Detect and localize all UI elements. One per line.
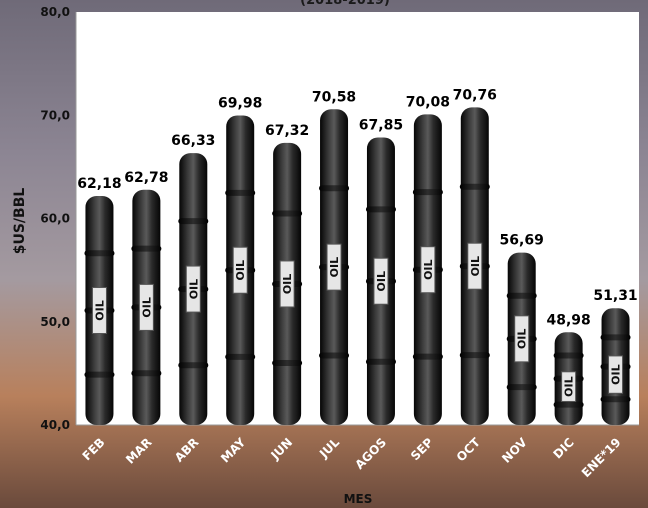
value-label: 62,78 (124, 170, 168, 186)
bar: OIL (84, 195, 115, 425)
y-axis-title: $US/BBL (12, 188, 28, 255)
category-label: AGOS (352, 435, 389, 472)
bar: OIL (272, 142, 303, 425)
bar: OIL (600, 308, 631, 425)
category-label: FEB (80, 435, 108, 463)
bar: OIL (506, 252, 537, 425)
y-tick-label: 40,0 (40, 418, 70, 432)
svg-text:OIL: OIL (422, 259, 435, 279)
value-label: 70,08 (406, 94, 450, 110)
bar: OIL (553, 332, 584, 425)
category-label: OCT (454, 435, 484, 465)
svg-text:OIL: OIL (328, 257, 341, 277)
bar: OIL (178, 153, 209, 425)
bar: OIL (459, 107, 490, 425)
x-axis-title: MES (344, 492, 373, 506)
value-label: 67,85 (359, 117, 403, 133)
value-label: 62,18 (77, 176, 121, 192)
bar: OIL (131, 189, 162, 425)
category-label: ABR (172, 435, 201, 464)
svg-text:OIL: OIL (281, 274, 294, 294)
plot-area (76, 12, 639, 425)
bars: OIL OIL OIL OIL OIL OIL OIL OIL OIL OIL OIL OIL (84, 107, 631, 426)
category-label: DIC (550, 435, 576, 461)
y-tick-label: 80,0 (40, 5, 70, 19)
value-label: 66,33 (171, 133, 215, 149)
value-label: 70,76 (453, 87, 497, 103)
category-label: SEP (408, 435, 436, 463)
category-label: MAY (218, 435, 248, 465)
bar: OIL (319, 109, 350, 425)
svg-text:OIL: OIL (469, 256, 482, 276)
value-label: 51,31 (593, 288, 637, 304)
category-label: JUN (267, 435, 295, 463)
y-tick-label: 70,0 (40, 108, 70, 122)
svg-text:OIL: OIL (563, 376, 576, 396)
value-label: 67,32 (265, 123, 309, 139)
value-label: 48,98 (546, 312, 590, 328)
category-label: JUL (316, 435, 342, 461)
svg-text:OIL: OIL (375, 271, 388, 291)
bar: OIL (412, 114, 443, 425)
y-tick-labels: 40,0 50,0 60,0 70,0 80,0 (40, 5, 70, 432)
value-label: 69,98 (218, 95, 262, 111)
svg-text:OIL: OIL (234, 260, 247, 280)
category-label: ENE*19 (579, 435, 624, 480)
svg-text:OIL: OIL (93, 300, 106, 320)
svg-text:OIL: OIL (516, 329, 529, 349)
category-labels: FEB MAR ABR MAY JUN JUL AGOS SEP OCT NOV DIC ENE*19 (80, 435, 624, 480)
category-label: NOV (499, 435, 530, 466)
chart-title: (2018-2019) (300, 0, 390, 8)
bar: OIL (365, 137, 396, 426)
y-tick-label: 60,0 (40, 212, 70, 226)
svg-text:OIL: OIL (140, 297, 153, 317)
svg-text:OIL: OIL (187, 279, 200, 299)
category-label: MAR (123, 435, 154, 466)
svg-text:OIL: OIL (610, 364, 623, 384)
y-tick-label: 50,0 (40, 315, 70, 329)
value-label: 56,69 (500, 233, 544, 249)
value-label: 70,58 (312, 89, 356, 105)
bar: OIL (225, 115, 256, 426)
